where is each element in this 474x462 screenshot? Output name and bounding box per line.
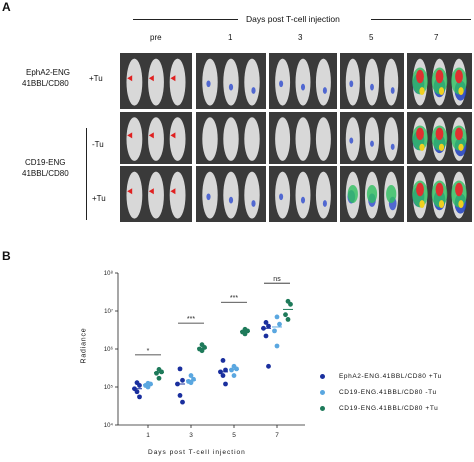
data-point-cd19-plus [199,348,205,354]
data-point-cd19-plus [159,369,164,375]
mouse-image-cd19-minus-day3 [269,112,337,164]
column-label-pre: pre [150,33,162,42]
group1-name-line2: 41BBL/CD80 [22,79,69,88]
legend-marker-epha2 [320,374,325,379]
y-tick-label: 10⁸ [104,270,114,277]
mouse-image-cd19-minus-pre [120,112,192,164]
panel-a-letter: A [2,0,11,14]
data-point-epha2-plus [137,394,142,400]
x-tick-label: 5 [232,432,236,439]
mouse-image-epha2-plus-day5 [340,53,404,109]
data-point-cd19-minus [272,328,277,334]
significance-label: * [147,348,150,355]
legend-label-epha2: EphA2-ENG.41BBL/CD80 +Tu [339,373,442,380]
data-point-epha2-plus [177,366,183,372]
header-line-right [371,19,471,20]
column-label-day7: 7 [434,33,439,42]
significance-label: *** [230,295,238,302]
data-point-cd19-plus [242,331,248,337]
y-tick-label: 10⁶ [104,346,114,353]
mouse-image-cd19-plus-pre [120,166,192,222]
y-tick-label: 10⁵ [104,384,114,391]
data-point-epha2-plus [180,377,185,383]
data-point-cd19-minus [274,314,280,320]
group2-name-line2: 41BBL/CD80 [22,169,69,178]
data-point-epha2-plus [137,383,142,388]
mouse-image-epha2-plus-day3 [269,53,337,109]
legend-label-cd19-minus: CD19-ENG.41BBL/CD80 -Tu [339,389,437,396]
data-point-cd19-minus [188,373,194,378]
data-point-epha2-plus [266,363,271,369]
mouse-image-epha2-plus-pre [120,53,192,109]
data-point-cd19-plus [288,301,293,307]
mouse-image-cd19-minus-day5 [340,112,404,164]
column-label-day5: 5 [369,33,374,42]
data-point-epha2-plus [134,389,140,395]
data-point-epha2-plus [266,323,271,329]
group2-condition-plus: +Tu [92,194,106,203]
legend-label-cd19-plus: CD19-ENG.41BBL/CD80 +Tu [339,405,439,412]
mouse-image-cd19-plus-day7 [407,166,472,222]
data-point-cd19-minus [234,366,239,372]
data-point-cd19-plus [154,370,159,376]
y-tick-label: 10⁷ [104,308,113,315]
mouse-image-epha2-plus-day1 [196,53,266,109]
group2-bracket [86,128,87,220]
legend-marker-cd19-plus [320,406,325,411]
data-point-epha2-plus [263,320,269,325]
x-tick-label: 1 [146,432,150,439]
data-point-epha2-plus [263,333,269,339]
x-tick-label: 7 [275,432,279,439]
significance-label: *** [187,316,195,323]
mouse-image-cd19-plus-day3 [269,166,337,222]
data-point-cd19-plus [156,375,162,381]
group2-condition-minus: -Tu [92,140,104,149]
data-point-cd19-minus [188,380,194,386]
column-label-day1: 1 [228,33,233,42]
mouse-image-cd19-minus-day1 [196,112,266,164]
group1-condition: +Tu [89,74,103,83]
data-point-cd19-minus [274,343,280,349]
data-point-cd19-minus [231,373,237,378]
panel-b-letter: B [2,249,11,263]
data-point-epha2-plus [223,367,228,373]
significance-label: ns [273,276,281,283]
group1-name-line1: EphA2-ENG [26,68,71,77]
data-point-cd19-minus [145,384,151,390]
mouse-image-cd19-plus-day1 [196,166,266,222]
header-line-left [133,19,238,20]
x-tick-label: 3 [189,432,193,439]
data-point-epha2-plus [220,358,226,363]
column-label-day3: 3 [298,33,303,42]
legend-marker-cd19-minus [320,390,325,395]
mouse-image-epha2-plus-day7 [407,53,472,109]
x-axis-label: Days post T-cell injection [148,449,246,456]
data-point-epha2-plus [223,381,228,387]
y-tick-label: 10⁴ [104,422,114,429]
data-point-epha2-plus [220,373,226,378]
mouse-image-cd19-minus-day7 [407,112,472,164]
mouse-image-cd19-plus-day5 [340,166,404,222]
group2-name-line1: CD19-ENG [25,158,66,167]
days-post-injection-header: Days post T-cell injection [246,14,340,24]
data-point-cd19-minus [229,367,234,373]
data-point-epha2-plus [177,393,183,398]
data-point-epha2-plus [180,399,185,405]
data-point-cd19-minus [277,321,282,327]
data-point-cd19-plus [283,312,288,318]
data-point-cd19-plus [285,317,291,322]
